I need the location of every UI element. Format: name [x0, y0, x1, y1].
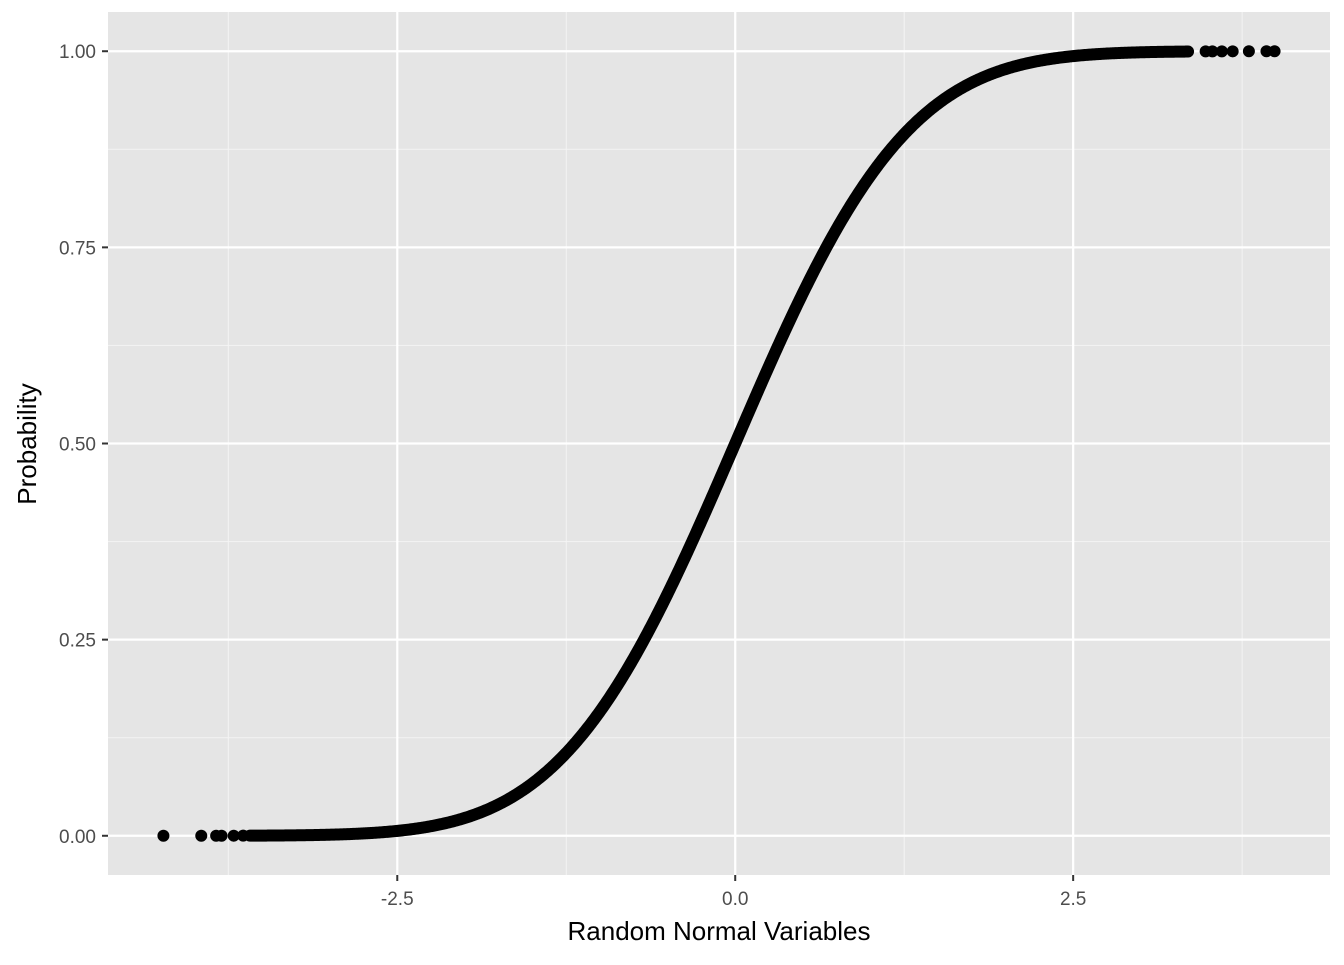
data-point — [1206, 45, 1219, 58]
y-axis-label: Probability — [12, 383, 42, 504]
dense-point-band — [243, 45, 1195, 842]
x-tick-label: 0.0 — [722, 889, 748, 910]
data-point — [1215, 45, 1228, 58]
data-point — [215, 829, 228, 842]
data-point — [1226, 45, 1239, 58]
data-points — [157, 45, 1281, 842]
y-tick-label: 0.75 — [59, 238, 96, 259]
x-axis-label: Random Normal Variables — [568, 916, 871, 946]
x-tick-label: -2.5 — [381, 889, 414, 910]
x-tick-label: 2.5 — [1060, 889, 1086, 910]
y-tick-label: 0.50 — [59, 435, 96, 456]
data-point — [237, 829, 250, 842]
data-point — [157, 829, 170, 842]
x-axis: -2.5 0.0 2.5 — [381, 875, 1086, 910]
data-point — [1242, 45, 1255, 58]
y-axis: 0.00 0.25 0.50 0.75 1.00 — [59, 42, 108, 848]
y-tick-label: 0.00 — [59, 827, 96, 848]
data-point — [1268, 45, 1281, 58]
y-tick-label: 1.00 — [59, 42, 96, 63]
data-point — [227, 829, 240, 842]
y-tick-label: 0.25 — [59, 631, 96, 652]
data-point — [195, 829, 208, 842]
